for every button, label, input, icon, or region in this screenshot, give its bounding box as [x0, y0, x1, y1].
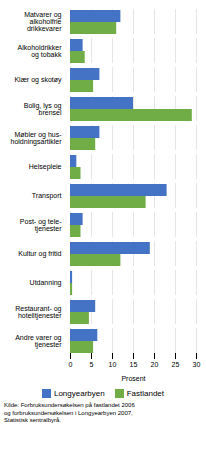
- svg-text:5: 5: [90, 361, 94, 368]
- html-text:Kilde: Forbruksundersøkelsen p: Kilde: Forbruksundersøkelsen på fastland…: [4, 402, 135, 423]
- svg-text:20: 20: [151, 361, 159, 368]
- svg-text:30: 30: [193, 361, 201, 368]
- svg-text:Bolig, lys ogbrensel: Bolig, lys ogbrensel: [24, 102, 62, 116]
- svg-text:0: 0: [69, 361, 73, 368]
- svg-text:Transport: Transport: [32, 192, 62, 200]
- svg-text:Prosent: Prosent: [121, 375, 145, 382]
- svg-text:Helsepleie: Helsepleie: [29, 163, 62, 171]
- svg-text:Post- og tele-tjenester: Post- og tele-tjenester: [20, 218, 62, 233]
- svg-text:Andre varer ogtjenester: Andre varer ogtjenester: [15, 334, 62, 349]
- svg-text:15: 15: [130, 361, 138, 368]
- html-text:Longyearbyen: Longyearbyen: [54, 389, 105, 398]
- svg-text:Kultur og fritid: Kultur og fritid: [18, 250, 61, 258]
- svg-text:Møbler og hus-holdningsartikle: Møbler og hus-holdningsartikler: [11, 131, 63, 146]
- svg-text:Klær og skotøy: Klær og skotøy: [14, 76, 62, 84]
- svg-text:Utdanning: Utdanning: [30, 279, 62, 287]
- svg-text:Restaurant- oghotelltjenester: Restaurant- oghotelltjenester: [15, 305, 62, 320]
- svg-text:Alkoholdrikkerog tobakk: Alkoholdrikkerog tobakk: [18, 44, 63, 59]
- svg-text:Matvarer ogalkoholfriedrikkeva: Matvarer ogalkoholfriedrikkevarer: [24, 11, 62, 32]
- html-text:Fastlandet: Fastlandet: [126, 389, 164, 398]
- svg-text:10: 10: [109, 361, 117, 368]
- svg-text:25: 25: [172, 361, 180, 368]
